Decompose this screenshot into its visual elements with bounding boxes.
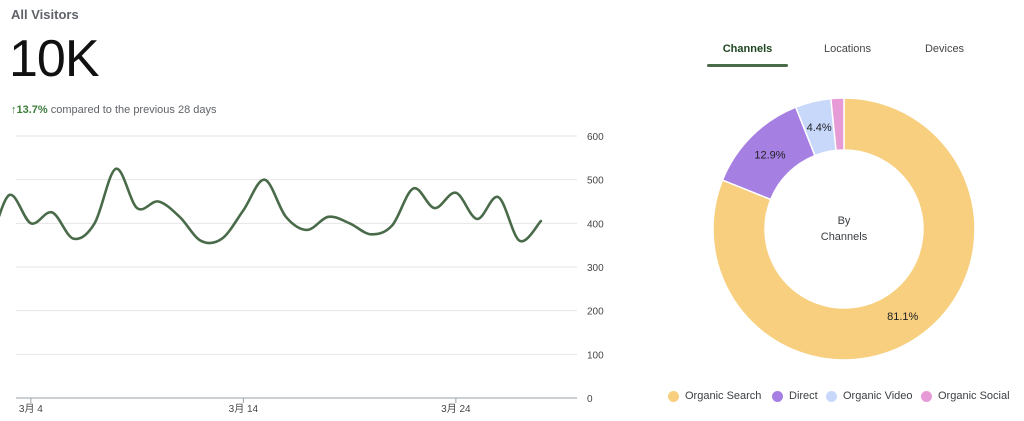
organic-video-swatch xyxy=(826,390,837,402)
data-point[interactable] xyxy=(197,237,205,245)
data-point[interactable] xyxy=(537,217,545,225)
legend-item-direct[interactable]: Direct xyxy=(772,390,818,402)
legend-item-organic-video[interactable]: Organic Video xyxy=(826,390,913,402)
line-chart: 0 100 200 300 400 500 600 3月 4 3月 14 3月 24 xyxy=(0,132,604,415)
page-title: All Visitors xyxy=(11,7,79,22)
visitors-series-line[interactable] xyxy=(0,167,543,245)
slice-percent-label: 4.4% xyxy=(807,122,832,134)
donut-slice[interactable] xyxy=(712,97,976,361)
y-tick-label: 0 xyxy=(587,394,593,405)
organic-social-swatch xyxy=(921,390,932,402)
donut-center-label: By xyxy=(838,215,851,227)
slice-percent-label: 12.9% xyxy=(754,150,785,162)
y-tick-label: 200 xyxy=(587,307,604,318)
legend-item-organic-social[interactable]: Organic Social xyxy=(921,390,1010,402)
organic-search-swatch xyxy=(668,390,679,402)
data-point[interactable] xyxy=(388,222,396,230)
x-tick-label: 3月 24 xyxy=(441,403,471,415)
data-point[interactable] xyxy=(91,219,99,227)
data-point[interactable] xyxy=(431,204,439,212)
data-point[interactable] xyxy=(452,189,460,197)
up-arrow-icon: ↑ xyxy=(11,104,17,116)
data-point[interactable] xyxy=(69,235,77,243)
data-point[interactable] xyxy=(303,226,311,234)
data-point[interactable] xyxy=(494,193,502,201)
breakdown-tabs: Channels Locations Devices xyxy=(693,36,993,68)
data-point[interactable] xyxy=(133,204,141,212)
slice-percent-label: 81.1% xyxy=(887,311,918,323)
legend-label: Organic Social xyxy=(938,390,1010,402)
donut-center-label: Channels xyxy=(821,231,868,243)
change-percent: 13.7% xyxy=(16,104,48,116)
data-point[interactable] xyxy=(48,208,56,216)
data-point[interactable] xyxy=(367,230,375,238)
data-point[interactable] xyxy=(346,219,354,227)
y-tick-label: 600 xyxy=(587,132,604,143)
y-tick-label: 300 xyxy=(587,263,604,274)
data-point[interactable] xyxy=(218,235,226,243)
x-tick-label: 3月 4 xyxy=(19,403,43,415)
data-point[interactable] xyxy=(112,165,120,173)
data-point[interactable] xyxy=(6,191,14,199)
tab-channels[interactable]: Channels xyxy=(722,43,773,55)
data-point[interactable] xyxy=(409,184,417,192)
y-tick-label: 500 xyxy=(587,176,604,187)
change-description: compared to the previous 28 days xyxy=(50,104,217,116)
legend-item-organic-search[interactable]: Organic Search xyxy=(668,390,761,402)
data-point[interactable] xyxy=(261,176,269,184)
legend-label: Direct xyxy=(789,390,818,402)
data-point[interactable] xyxy=(239,206,247,214)
donut-slice[interactable] xyxy=(830,97,845,152)
y-tick-label: 400 xyxy=(587,219,604,230)
data-point[interactable] xyxy=(473,215,481,223)
data-point[interactable] xyxy=(176,213,184,221)
data-point[interactable] xyxy=(516,237,524,245)
active-tab-indicator xyxy=(707,64,788,67)
legend-label: Organic Search xyxy=(685,390,762,402)
change-summary: ↑13.7% compared to the previous 28 days xyxy=(11,104,216,116)
donut-chart: 81.1% 12.9% 4.4% By Channels xyxy=(712,97,976,361)
y-tick-label: 100 xyxy=(587,350,604,361)
data-point[interactable] xyxy=(324,213,332,221)
legend-label: Organic Video xyxy=(843,390,913,402)
tab-devices[interactable]: Devices xyxy=(924,43,965,55)
data-point[interactable] xyxy=(27,219,35,227)
x-tick-label: 3月 14 xyxy=(229,403,259,415)
tab-locations[interactable]: Locations xyxy=(823,43,872,55)
direct-swatch xyxy=(772,390,783,402)
data-point[interactable] xyxy=(282,213,290,221)
data-point[interactable] xyxy=(154,198,162,206)
visitor-count: 10K xyxy=(9,30,100,88)
